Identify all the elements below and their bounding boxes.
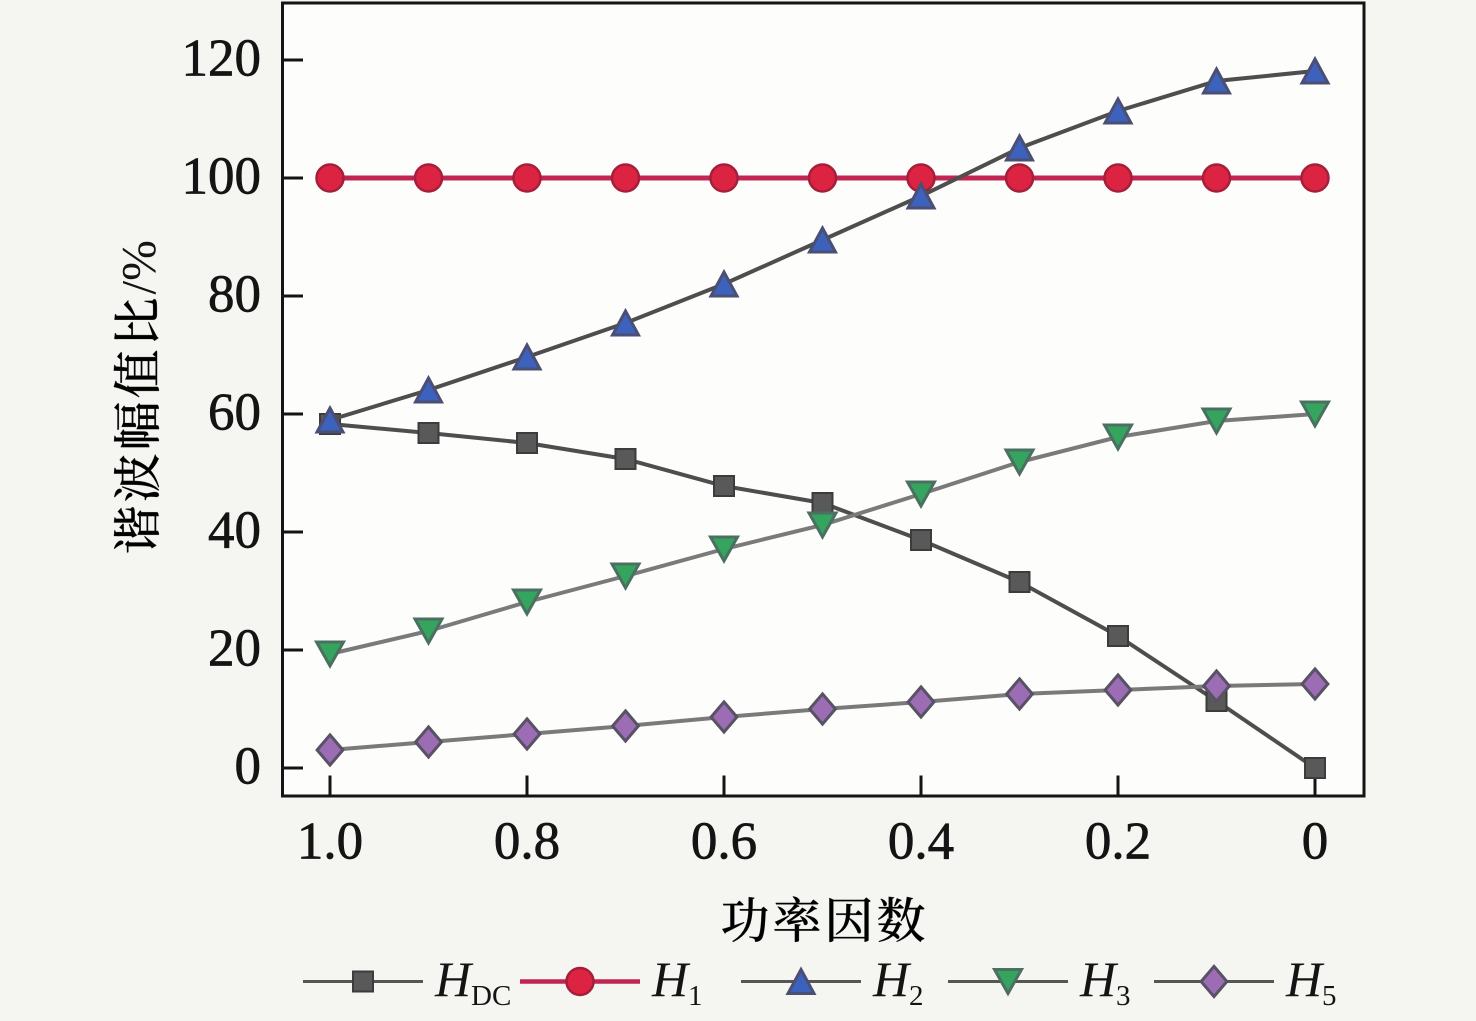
svg-text:H: H: [434, 951, 474, 1007]
svg-text:80: 80: [208, 266, 261, 324]
svg-text:100: 100: [182, 148, 262, 206]
svg-text:40: 40: [208, 502, 261, 560]
svg-text:3: 3: [1116, 980, 1131, 1012]
svg-text:20: 20: [208, 620, 261, 678]
svg-text:1.0: 1.0: [297, 813, 363, 871]
svg-text:5: 5: [1322, 980, 1337, 1012]
svg-text:0: 0: [1302, 813, 1329, 871]
svg-text:0.4: 0.4: [888, 813, 954, 871]
svg-text:H: H: [651, 951, 691, 1007]
svg-text:120: 120: [182, 30, 262, 88]
svg-text:0.2: 0.2: [1085, 813, 1151, 871]
svg-text:/%: /%: [111, 240, 166, 294]
svg-text:0.8: 0.8: [494, 813, 560, 871]
svg-text:DC: DC: [471, 980, 511, 1012]
svg-text:H: H: [872, 951, 912, 1007]
svg-text:60: 60: [208, 384, 261, 442]
svg-text:1: 1: [688, 980, 703, 1012]
svg-text:0.6: 0.6: [691, 813, 757, 871]
svg-text:H: H: [1079, 951, 1119, 1007]
svg-text:0: 0: [235, 738, 262, 796]
svg-text:2: 2: [909, 980, 924, 1012]
svg-text:H: H: [1285, 951, 1325, 1007]
